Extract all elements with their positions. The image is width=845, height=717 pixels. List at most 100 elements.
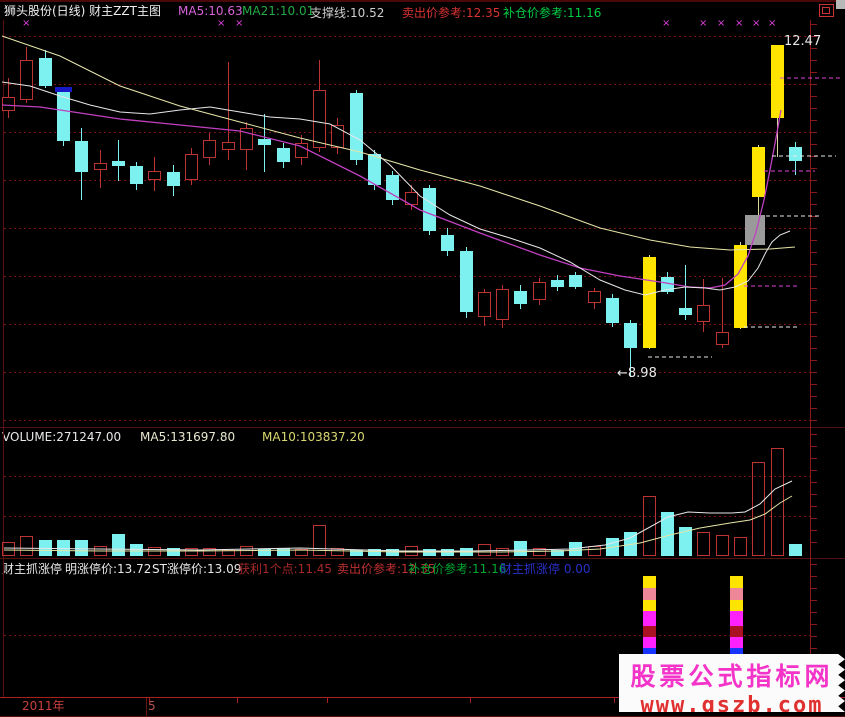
candle	[496, 289, 509, 320]
watermark-site-url: www.gszb.com	[640, 693, 824, 717]
volume-bar	[350, 550, 363, 556]
candle	[185, 154, 198, 180]
right-axis-tick	[811, 240, 817, 241]
right-axis-tick	[811, 518, 817, 519]
axis-month-separator	[146, 698, 147, 716]
gridline	[4, 372, 810, 373]
volume-bar	[789, 544, 802, 556]
right-axis-tick	[811, 120, 817, 121]
gridline	[4, 420, 810, 421]
volume-bar	[752, 462, 765, 556]
volume-bar	[20, 536, 33, 556]
volume-bar	[313, 525, 326, 556]
header-label: MA5:10.63	[178, 4, 243, 18]
candle	[789, 147, 802, 161]
candle	[405, 192, 418, 205]
candle	[39, 58, 52, 86]
volume-bar	[112, 534, 125, 556]
right-axis-tick	[811, 600, 817, 601]
volume-bar	[386, 549, 399, 556]
candle	[514, 291, 527, 304]
right-axis-tick	[811, 204, 817, 205]
right-axis-tick	[811, 252, 817, 253]
volume-bar	[716, 535, 729, 556]
limit-up-candle	[752, 147, 765, 197]
right-axis-tick	[811, 396, 817, 397]
sell-mark: ×	[717, 18, 726, 29]
right-axis-tick	[811, 446, 817, 447]
volume-bar	[277, 548, 290, 556]
restore-window-icon[interactable]	[819, 4, 834, 17]
right-axis-tick	[811, 96, 817, 97]
volume-bar	[331, 548, 344, 556]
bottom-axis-tick	[470, 697, 471, 703]
volume-bar	[2, 542, 15, 556]
panel-divider	[0, 427, 845, 428]
right-axis-tick	[811, 470, 817, 471]
volume-bar	[661, 512, 674, 556]
candle	[112, 161, 125, 166]
right-axis-tick	[811, 168, 817, 169]
volume-bar	[569, 542, 582, 556]
gridline	[4, 276, 810, 277]
right-axis-tick	[811, 360, 817, 361]
right-axis-tick	[811, 542, 817, 543]
signal-bar-segment	[643, 611, 656, 626]
blue-top-marker	[55, 87, 72, 92]
sell-mark: ×	[735, 18, 744, 29]
volume-bar	[588, 546, 601, 556]
volume-bar	[75, 540, 88, 556]
right-axis-tick	[811, 324, 817, 325]
right-axis-tick	[811, 612, 817, 613]
right-axis-tick	[811, 420, 817, 421]
candle	[258, 139, 271, 145]
volume-label: VOLUME:271247.00	[2, 430, 122, 444]
candle	[551, 280, 564, 287]
right-axis-tick	[811, 576, 817, 577]
right-axis-tick	[811, 336, 817, 337]
volume-bar	[551, 550, 564, 556]
right-axis-tick	[811, 288, 817, 289]
candle	[94, 163, 107, 170]
volume-bar	[295, 549, 308, 556]
sell-mark: ×	[235, 18, 244, 29]
right-axis-tick	[811, 300, 817, 301]
candle	[295, 143, 308, 158]
candle	[661, 277, 674, 292]
volume-bar	[39, 540, 52, 556]
right-axis-tick	[811, 636, 817, 637]
gridline	[4, 324, 810, 325]
gridline	[4, 516, 810, 517]
right-axis-tick	[811, 84, 817, 85]
signal-bar-segment	[730, 648, 743, 654]
panel-divider	[0, 558, 845, 559]
gridline	[4, 84, 810, 85]
right-axis-tick	[811, 108, 817, 109]
signal-bar-segment	[730, 637, 743, 648]
volume-bar	[203, 548, 216, 556]
signal-bar-segment	[643, 648, 656, 654]
volume-bar	[460, 548, 473, 556]
volume-bar	[514, 541, 527, 556]
right-axis-tick	[811, 408, 817, 409]
gridline	[4, 180, 810, 181]
candle	[75, 141, 88, 172]
right-axis-tick	[811, 482, 817, 483]
candle	[716, 332, 729, 345]
left-axis-line	[3, 20, 4, 697]
candle	[679, 308, 692, 315]
right-axis-tick	[811, 348, 817, 349]
right-axis-tick	[811, 216, 817, 217]
signal-bar-segment	[730, 611, 743, 626]
volume-bar	[478, 544, 491, 556]
volume-bar	[130, 544, 143, 556]
indicator-label: 明涨停价:13.72	[65, 562, 152, 576]
candle	[350, 93, 363, 160]
candle	[277, 148, 290, 162]
right-axis-tick	[811, 434, 817, 435]
volume-bar	[258, 549, 271, 556]
signal-bar-segment	[730, 600, 743, 611]
signal-bar-segment	[643, 588, 656, 600]
right-axis-tick	[811, 564, 817, 565]
